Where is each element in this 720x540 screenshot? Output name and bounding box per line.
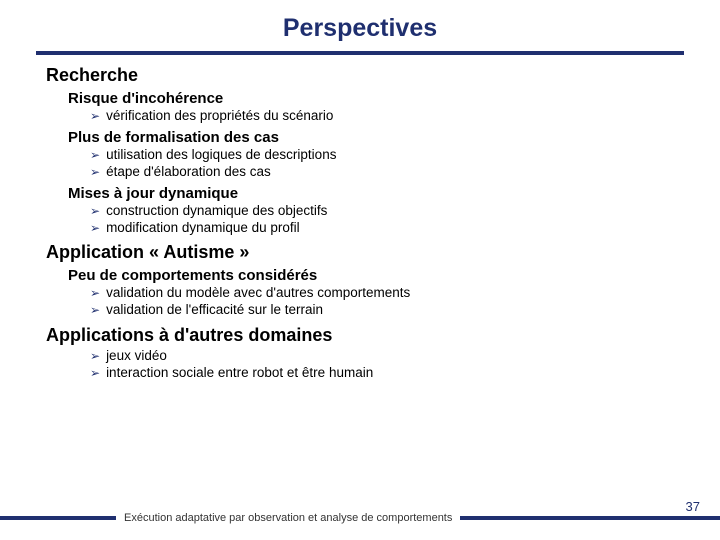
bullet-marker-icon: ➢ bbox=[90, 349, 100, 364]
bullet-item: ➢ vérification des propriétés du scénari… bbox=[90, 108, 674, 125]
bullet-marker-icon: ➢ bbox=[90, 109, 100, 124]
bullet-item: ➢ construction dynamique des objectifs bbox=[90, 203, 674, 220]
subsection-heading: Plus de formalisation des cas bbox=[68, 129, 674, 146]
bullet-marker-icon: ➢ bbox=[90, 303, 100, 318]
bullet-item: ➢ jeux vidéo bbox=[90, 348, 674, 365]
subsection-heading: Peu de comportements considérés bbox=[68, 267, 674, 284]
footer-text: Exécution adaptative par observation et … bbox=[116, 512, 460, 524]
bullet-item: ➢ validation du modèle avec d'autres com… bbox=[90, 285, 674, 302]
bullet-item: ➢ étape d'élaboration des cas bbox=[90, 164, 674, 181]
bullet-marker-icon: ➢ bbox=[90, 366, 100, 381]
bullet-marker-icon: ➢ bbox=[90, 286, 100, 301]
subsection-heading: Risque d'incohérence bbox=[68, 90, 674, 107]
bullet-item: ➢ validation de l'efficacité sur le terr… bbox=[90, 302, 674, 319]
bullet-item: ➢ utilisation des logiques de descriptio… bbox=[90, 147, 674, 164]
footer: Exécution adaptative par observation et … bbox=[0, 509, 720, 527]
bullet-text: modification dynamique du profil bbox=[106, 220, 300, 237]
bullet-marker-icon: ➢ bbox=[90, 148, 100, 163]
slide: Perspectives Recherche Risque d'incohére… bbox=[0, 0, 720, 540]
subsection-heading: Mises à jour dynamique bbox=[68, 185, 674, 202]
bullet-text: jeux vidéo bbox=[106, 348, 167, 365]
page-title: Perspectives bbox=[0, 0, 720, 51]
footer-rule-left bbox=[0, 516, 116, 520]
bullet-text: interaction sociale entre robot et être … bbox=[106, 365, 373, 382]
section-heading: Applications à d'autres domaines bbox=[46, 325, 674, 346]
title-rule bbox=[36, 51, 684, 55]
bullet-item: ➢ interaction sociale entre robot et êtr… bbox=[90, 365, 674, 382]
section-heading: Recherche bbox=[46, 65, 674, 86]
bullet-marker-icon: ➢ bbox=[90, 221, 100, 236]
bullet-text: utilisation des logiques de descriptions bbox=[106, 147, 336, 164]
section-heading: Application « Autisme » bbox=[46, 242, 674, 263]
bullet-text: construction dynamique des objectifs bbox=[106, 203, 327, 220]
bullet-item: ➢ modification dynamique du profil bbox=[90, 220, 674, 237]
bullet-text: étape d'élaboration des cas bbox=[106, 164, 271, 181]
bullet-text: validation de l'efficacité sur le terrai… bbox=[106, 302, 323, 319]
bullet-text: validation du modèle avec d'autres compo… bbox=[106, 285, 410, 302]
bullet-marker-icon: ➢ bbox=[90, 204, 100, 219]
footer-rule-right bbox=[460, 516, 720, 520]
content-area: Recherche Risque d'incohérence ➢ vérific… bbox=[0, 65, 720, 382]
bullet-marker-icon: ➢ bbox=[90, 165, 100, 180]
bullet-text: vérification des propriétés du scénario bbox=[106, 108, 333, 125]
